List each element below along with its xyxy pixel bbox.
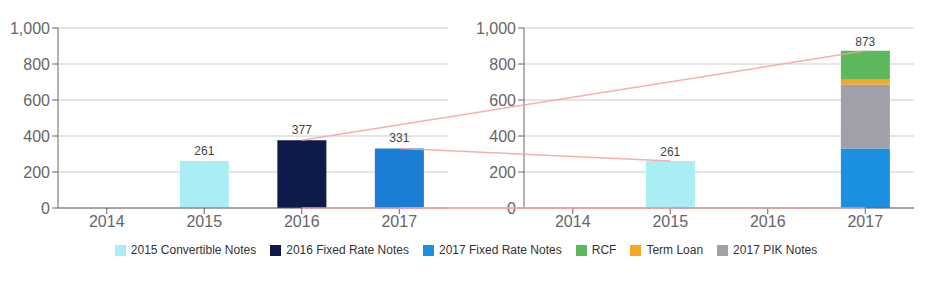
html-text:RCF: RCF — [591, 243, 617, 257]
svg-text:2017: 2017 — [381, 213, 417, 230]
svg-text:261: 261 — [660, 145, 680, 159]
svg-text:400: 400 — [489, 128, 516, 145]
svg-text:0: 0 — [41, 200, 50, 217]
svg-text:600: 600 — [23, 92, 50, 109]
svg-text:400: 400 — [23, 128, 50, 145]
html-text:2017 PIK Notes: 2017 PIK Notes — [733, 243, 818, 257]
svg-text:377: 377 — [292, 123, 312, 137]
svg-text:800: 800 — [489, 56, 516, 73]
svg-text:261: 261 — [194, 144, 214, 158]
svg-text:2016: 2016 — [750, 213, 786, 230]
html-text:Term Loan: Term Loan — [646, 243, 704, 257]
svg-text:2014: 2014 — [89, 213, 125, 230]
svg-text:2015: 2015 — [186, 213, 222, 230]
svg-text:2014: 2014 — [555, 213, 591, 230]
svg-text:2017: 2017 — [847, 213, 883, 230]
svg-text:2015: 2015 — [652, 213, 688, 230]
svg-text:1,000: 1,000 — [476, 20, 516, 37]
svg-text:331: 331 — [389, 131, 409, 145]
svg-text:2016: 2016 — [284, 213, 320, 230]
svg-text:1,000: 1,000 — [10, 20, 50, 37]
svg-text:0: 0 — [507, 200, 516, 217]
svg-text:600: 600 — [489, 92, 516, 109]
html-text:2016 Fixed Rate Notes: 2016 Fixed Rate Notes — [286, 243, 409, 257]
svg-text:200: 200 — [23, 164, 50, 181]
html-text:2015 Convertible Notes: 2015 Convertible Notes — [130, 243, 257, 257]
svg-text:873: 873 — [855, 35, 875, 49]
svg-text:200: 200 — [489, 164, 516, 181]
svg-text:800: 800 — [23, 56, 50, 73]
html-text:2017 Fixed Rate Notes: 2017 Fixed Rate Notes — [439, 243, 562, 257]
